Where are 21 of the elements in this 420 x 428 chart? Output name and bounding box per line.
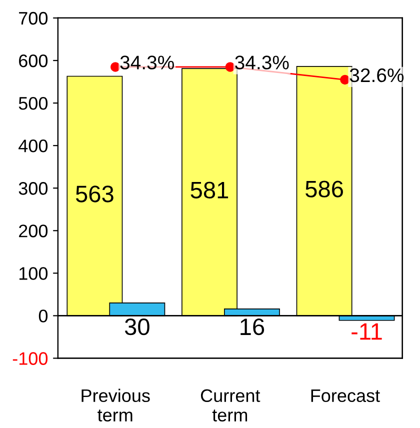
x-tick-label: Forecast xyxy=(311,389,380,402)
x-tick-label: Previous term xyxy=(82,388,150,422)
y-tick-label: 0 xyxy=(38,310,48,322)
data-label: 30 xyxy=(124,318,150,336)
y-tick-label: -100 xyxy=(12,352,48,365)
y-tick-label: 500 xyxy=(18,96,48,110)
data-label: 581 xyxy=(190,182,228,198)
data-label: 16 xyxy=(240,318,264,336)
y-tick-label: 700 xyxy=(19,12,48,25)
data-label: 34.3% xyxy=(235,56,289,70)
y-tick-label: 400 xyxy=(18,140,48,152)
y-tick-label: 300 xyxy=(18,182,48,195)
data-label: -11 xyxy=(352,323,382,340)
y-tick-label: 100 xyxy=(19,267,48,280)
y-tick-label: 600 xyxy=(19,54,48,68)
data-label: 563 xyxy=(76,186,114,202)
data-label: 586 xyxy=(306,180,343,198)
y-tick-label: 200 xyxy=(19,224,48,238)
data-label: 32.6% xyxy=(350,68,404,82)
data-label: 34.3% xyxy=(120,56,174,70)
x-tick-label: Current term xyxy=(200,389,260,422)
